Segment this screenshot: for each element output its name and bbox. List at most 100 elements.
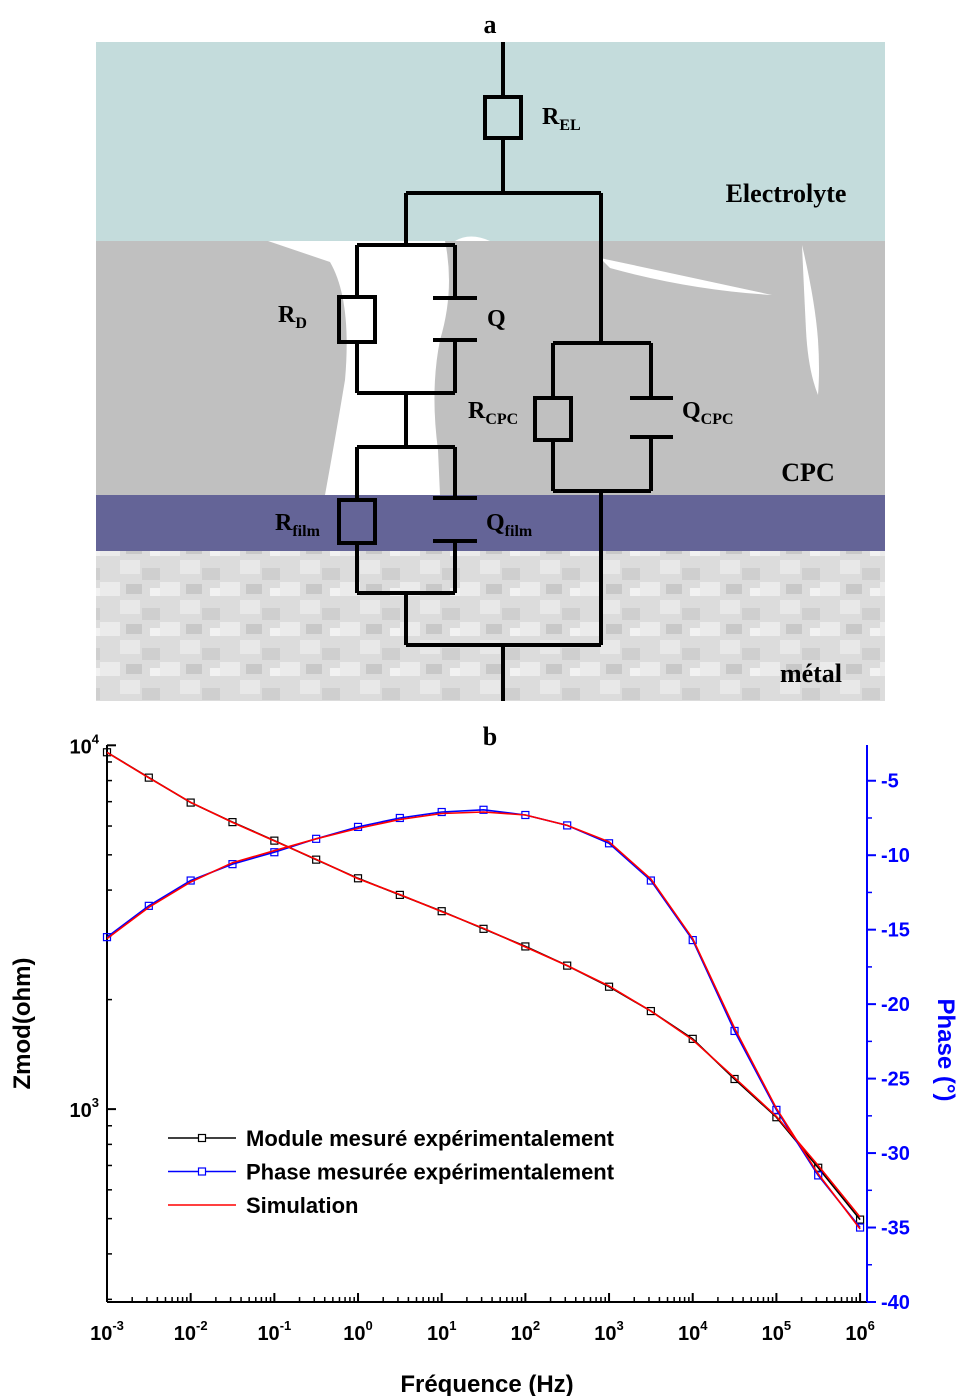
x-tick-label: 10-2 xyxy=(174,1318,208,1345)
data-point xyxy=(479,924,488,933)
component-label: Q xyxy=(487,306,506,332)
data-point xyxy=(437,907,446,916)
layer-label: Electrolyte xyxy=(726,179,847,208)
x-tick-base: 10 xyxy=(343,1323,365,1345)
x-tick-exponent: 5 xyxy=(784,1318,791,1333)
y-tick-exponent: 3 xyxy=(92,1095,99,1110)
data-point xyxy=(144,773,153,782)
component-subscript: CPC xyxy=(485,411,518,428)
x-tick-base: 10 xyxy=(427,1323,449,1345)
data-point xyxy=(604,982,614,991)
component-subscript: film xyxy=(505,523,533,540)
x-tick-base: 10 xyxy=(257,1323,279,1345)
y2-tick-label: -30 xyxy=(881,1143,910,1165)
data-point xyxy=(270,836,279,845)
data-point xyxy=(395,813,404,823)
x-tick-label: 10-1 xyxy=(257,1318,291,1345)
data-point xyxy=(353,874,363,883)
crack xyxy=(802,245,819,395)
y2-tick-label: -35 xyxy=(881,1218,910,1240)
data-point xyxy=(646,1006,655,1016)
data-point xyxy=(479,805,488,814)
y2-tick-label: -15 xyxy=(881,920,910,942)
component-symbol: Q xyxy=(487,306,506,332)
data-point xyxy=(688,1034,697,1043)
layer-label: CPC xyxy=(781,458,834,487)
data-point xyxy=(772,1105,781,1114)
x-tick-label: 104 xyxy=(678,1318,708,1345)
component-symbol: Q xyxy=(486,510,505,536)
component-label: Qfilm xyxy=(486,510,533,540)
resistor xyxy=(337,498,377,545)
y2-tick-label: -25 xyxy=(881,1069,910,1091)
component-symbol: R xyxy=(278,302,296,328)
legend-marker xyxy=(197,1167,207,1176)
x-tick-base: 10 xyxy=(594,1323,616,1345)
x-tick-exponent: 0 xyxy=(366,1318,373,1333)
crack xyxy=(600,258,772,295)
series-line xyxy=(106,811,861,1230)
y2-tick-label: -10 xyxy=(881,845,910,867)
y2-tick-label: -5 xyxy=(881,771,899,793)
y2-tick-label: -40 xyxy=(881,1292,910,1314)
component-subscript: film xyxy=(292,523,320,540)
component-label: RCPC xyxy=(468,398,518,428)
x-tick-exponent: -3 xyxy=(112,1318,124,1333)
electrolyte-layer xyxy=(96,42,885,241)
series-line xyxy=(106,808,861,1229)
legend-label: Phase mesurée expérimentalement xyxy=(246,1160,615,1185)
legend-marker xyxy=(197,1133,207,1143)
x-axis-title: Fréquence (Hz) xyxy=(400,1371,573,1396)
x-tick-base: 10 xyxy=(762,1323,784,1345)
component-subscript: D xyxy=(295,315,307,332)
component-label: Rfilm xyxy=(275,510,321,540)
film-layer xyxy=(96,495,885,551)
x-tick-base: 10 xyxy=(845,1323,867,1345)
data-point xyxy=(563,961,572,970)
data-point xyxy=(521,942,530,951)
y2-tick-label: -20 xyxy=(881,994,910,1016)
legend-label: Module mesuré expérimentalement xyxy=(246,1126,615,1151)
data-point xyxy=(814,1171,823,1180)
y-tick-label: 103 xyxy=(70,1095,99,1122)
chart: b10-3 10-2 10-1 100 101 102 103 104 105 106103104… xyxy=(9,722,959,1396)
x-tick-label: 100 xyxy=(343,1318,372,1345)
layers xyxy=(96,42,885,701)
panel-label: a xyxy=(484,10,497,39)
data-point xyxy=(688,935,697,945)
x-tick-exponent: 2 xyxy=(533,1318,540,1333)
series-line xyxy=(106,751,861,1218)
layer-label: métal xyxy=(780,659,842,688)
y-tick-label: 104 xyxy=(70,731,100,758)
y-tick-base: 10 xyxy=(70,1100,92,1122)
wires xyxy=(355,42,653,701)
component-symbol: R xyxy=(542,104,560,130)
x-tick-label: 106 xyxy=(845,1318,874,1345)
cpc-layer xyxy=(96,241,885,495)
data-point xyxy=(312,855,321,864)
y-tick-base: 10 xyxy=(70,736,92,758)
y-tick-exponent: 4 xyxy=(92,731,100,746)
x-tick-label: 101 xyxy=(427,1318,456,1345)
x-tick-base: 10 xyxy=(90,1323,112,1345)
x-tick-exponent: -2 xyxy=(196,1318,208,1333)
data-point xyxy=(312,834,321,843)
x-tick-exponent: -1 xyxy=(280,1318,292,1333)
component-label: RD xyxy=(278,302,307,332)
data-point xyxy=(855,1223,865,1232)
data-point xyxy=(730,1074,739,1084)
data-point xyxy=(646,876,655,885)
capacitor-plates xyxy=(433,296,673,543)
data-point xyxy=(102,748,112,757)
data-point xyxy=(395,890,404,900)
x-tick-base: 10 xyxy=(511,1323,533,1345)
y-axis-title: Zmod(ohm) xyxy=(9,958,36,1090)
x-tick-base: 10 xyxy=(678,1323,700,1345)
x-tick-exponent: 1 xyxy=(449,1318,456,1333)
data-point xyxy=(102,933,112,942)
panel-label: b xyxy=(483,722,497,751)
data-point xyxy=(228,818,237,827)
